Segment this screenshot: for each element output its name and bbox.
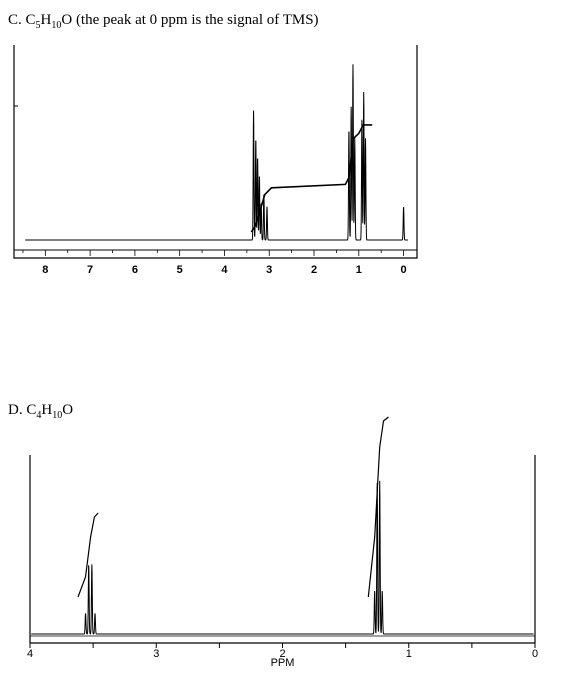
tick-label: 8 — [42, 264, 48, 276]
tick-label: 1 — [406, 648, 412, 660]
frame — [13, 45, 418, 259]
x-axis-label: PPM — [271, 657, 295, 669]
tick-label: 2 — [311, 264, 317, 276]
spectrum-line — [31, 480, 534, 635]
tick-label: 0 — [532, 648, 538, 660]
integral-curve — [367, 416, 389, 598]
tick-label: 3 — [153, 648, 159, 660]
tick-label: 1 — [356, 264, 362, 276]
tick-label: 4 — [221, 264, 228, 276]
tick-label: 3 — [266, 264, 272, 276]
tick-label: 2 — [279, 648, 285, 660]
tick-label: 5 — [177, 264, 183, 276]
tick-label: 7 — [87, 264, 93, 276]
tick-label: 6 — [132, 264, 138, 276]
chart-c-title: C. C5H10O (the peak at 0 ppm is the sign… — [8, 12, 319, 31]
integral-curve — [250, 124, 373, 233]
tick-label: 4 — [27, 648, 33, 660]
tick-label: 0 — [401, 264, 407, 276]
integral-curve — [77, 512, 99, 598]
spectrum-line — [25, 64, 408, 241]
chart-d-title: D. C4H10O — [8, 402, 74, 421]
